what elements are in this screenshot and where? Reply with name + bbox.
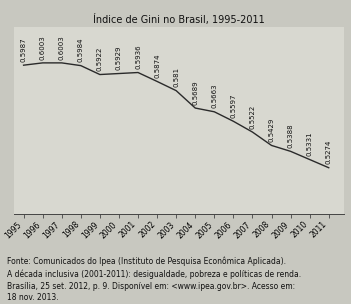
Text: 0.5987: 0.5987 (21, 37, 27, 62)
Text: 0.581: 0.581 (173, 67, 179, 87)
Text: 0.5874: 0.5874 (154, 54, 160, 78)
Text: 0.5689: 0.5689 (192, 80, 198, 105)
Text: 0.5936: 0.5936 (135, 44, 141, 69)
Title: Índice de Gini no Brasil, 1995-2011: Índice de Gini no Brasil, 1995-2011 (93, 14, 265, 25)
Text: 0.5929: 0.5929 (116, 46, 122, 70)
Text: 0.5429: 0.5429 (269, 118, 274, 142)
Text: 0.5663: 0.5663 (211, 84, 217, 109)
Text: 0.5597: 0.5597 (230, 93, 236, 118)
Text: 0.5522: 0.5522 (250, 105, 256, 129)
Text: Fonte: Comunicados do Ipea (Instituto de Pesquisa Econômica Aplicada).
A década : Fonte: Comunicados do Ipea (Instituto de… (7, 257, 301, 302)
Text: 0.5388: 0.5388 (287, 123, 293, 148)
Text: 0.5331: 0.5331 (307, 132, 313, 156)
Text: 0.5922: 0.5922 (97, 47, 103, 71)
Text: 0.5984: 0.5984 (78, 38, 84, 62)
Text: 0.6003: 0.6003 (40, 35, 46, 60)
Text: 0.5274: 0.5274 (326, 140, 332, 164)
Text: 0.6003: 0.6003 (59, 35, 65, 60)
